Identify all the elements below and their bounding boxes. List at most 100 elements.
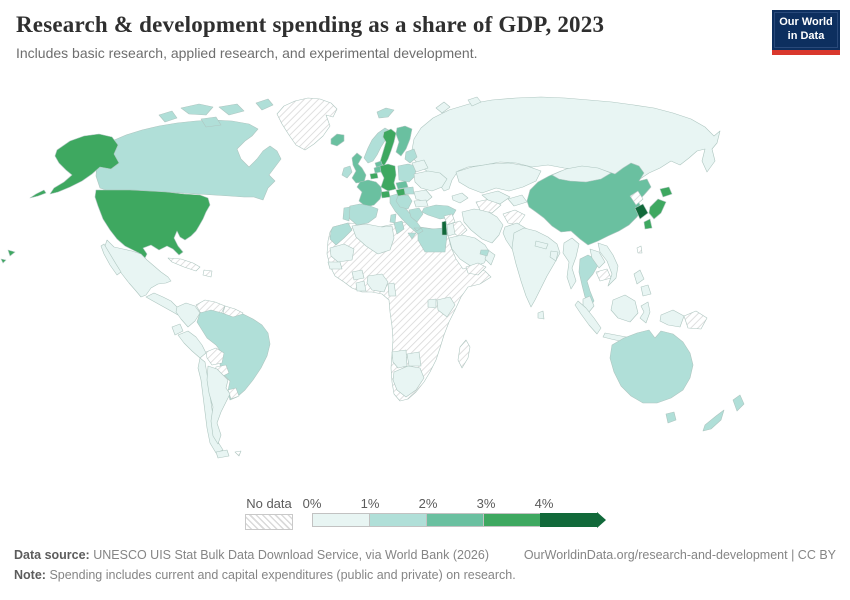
country-indonesia-borneo[interactable] (610, 294, 639, 323)
country-indonesia-sumatra[interactable] (574, 300, 602, 335)
country-usa-mainland[interactable] (94, 189, 211, 261)
country-afghanistan[interactable] (502, 209, 526, 226)
country-cameroon[interactable] (387, 282, 397, 297)
country-france[interactable] (356, 179, 383, 208)
country-italy-sardinia[interactable] (389, 213, 397, 224)
country-philippines[interactable] (633, 269, 645, 285)
country-kenya[interactable] (436, 296, 456, 318)
owid-logo[interactable]: Our World in Data (772, 10, 840, 55)
country-belarus[interactable] (411, 159, 429, 173)
islands-falkland[interactable] (234, 450, 242, 457)
country-philippines[interactable] (640, 284, 652, 297)
island-hispaniola[interactable] (202, 269, 213, 278)
country-uae[interactable] (479, 249, 490, 257)
country-indonesia-sulawesi[interactable] (639, 301, 651, 324)
country-finland[interactable] (395, 125, 413, 157)
country-nigeria[interactable] (366, 273, 389, 293)
country-south-africa[interactable] (392, 365, 425, 398)
country-italy-sicily[interactable] (407, 232, 417, 240)
country-usa-hawaii[interactable] (7, 249, 16, 257)
country-australia[interactable] (609, 329, 694, 404)
region-baltic-states[interactable] (404, 148, 418, 164)
country-new-zealand-south[interactable] (702, 409, 725, 432)
country-yemen[interactable] (465, 262, 487, 276)
country-peru[interactable] (177, 330, 207, 359)
country-nepal[interactable] (534, 240, 549, 250)
country-mexico-baja[interactable] (100, 243, 122, 276)
legend-bin-2-3[interactable] (426, 513, 484, 527)
legend-bin-4-plus[interactable] (540, 512, 606, 528)
country-australia-tasmania[interactable] (665, 411, 677, 424)
country-japan-hokkaido[interactable] (659, 186, 673, 198)
country-russia-island[interactable] (435, 101, 451, 114)
country-bulgaria[interactable] (413, 199, 429, 208)
country-cuba[interactable] (167, 257, 201, 272)
country-greenland[interactable] (276, 97, 338, 151)
country-south-korea[interactable] (634, 203, 649, 220)
country-ecuador[interactable] (171, 323, 184, 336)
country-uganda[interactable] (427, 298, 437, 309)
country-burkina-faso[interactable] (351, 269, 365, 281)
legend-no-data[interactable]: No data (245, 496, 293, 530)
country-argentina-tdf[interactable] (215, 449, 230, 459)
owid-link[interactable]: OurWorldinData.org/research-and-developm… (523, 548, 836, 562)
country-greece[interactable] (408, 207, 424, 223)
country-switzerland[interactable] (380, 190, 391, 199)
country-canada-island[interactable] (218, 103, 245, 116)
country-usa-hawaii[interactable] (0, 258, 7, 264)
country-uzbekistan[interactable] (481, 190, 511, 205)
country-morocco[interactable] (329, 222, 353, 246)
country-japan-honshu[interactable] (648, 198, 667, 220)
country-canada[interactable] (95, 119, 282, 201)
islands-svalbard[interactable] (376, 107, 395, 119)
country-tunisia[interactable] (393, 220, 405, 235)
country-vietnam[interactable] (597, 242, 619, 287)
country-hungary[interactable] (403, 186, 415, 195)
region-balkans[interactable] (395, 194, 413, 210)
country-mongolia[interactable] (551, 165, 612, 183)
country-new-zealand-north[interactable] (732, 394, 745, 412)
country-argentina[interactable] (206, 365, 231, 445)
legend-no-data-swatch[interactable] (245, 514, 293, 530)
country-belgium[interactable] (369, 172, 379, 180)
legend-bin-3-4[interactable] (483, 513, 541, 527)
country-north-korea[interactable] (629, 190, 644, 206)
country-israel[interactable] (441, 220, 448, 236)
country-canada-island[interactable] (158, 110, 178, 123)
country-ghana[interactable] (355, 280, 367, 292)
country-madagascar[interactable] (457, 339, 471, 369)
country-myanmar[interactable] (562, 237, 580, 290)
country-colombia[interactable] (175, 302, 201, 328)
country-taiwan[interactable] (636, 245, 643, 254)
region-caucasus[interactable] (451, 192, 469, 204)
country-bolivia[interactable] (205, 347, 225, 366)
country-united-kingdom[interactable] (351, 152, 367, 184)
country-poland[interactable] (397, 163, 417, 183)
country-iceland[interactable] (330, 133, 345, 147)
country-indonesia-papua[interactable] (659, 309, 685, 328)
country-canada-island[interactable] (180, 103, 214, 116)
region-kyrgyzstan-tajikistan[interactable] (507, 194, 528, 207)
country-algeria[interactable] (351, 223, 395, 255)
country-germany[interactable] (379, 163, 397, 192)
country-usa-alaska[interactable] (49, 133, 120, 195)
country-bangladesh[interactable] (549, 250, 559, 262)
country-sweden[interactable] (379, 128, 397, 167)
country-sri-lanka[interactable] (537, 310, 545, 320)
country-papua-new-guinea[interactable] (683, 310, 708, 330)
country-brazil[interactable] (196, 309, 271, 401)
country-mauritania[interactable] (329, 243, 355, 263)
country-canada-island[interactable] (255, 98, 274, 111)
legend-bin-0-1[interactable] (312, 513, 370, 527)
country-namibia[interactable] (391, 349, 408, 369)
country-egypt[interactable] (417, 226, 448, 253)
country-ukraine[interactable] (413, 170, 448, 192)
country-jordan[interactable] (446, 222, 456, 237)
country-ireland[interactable] (341, 165, 353, 179)
country-botswana[interactable] (406, 351, 422, 367)
country-cambodia[interactable] (595, 268, 612, 282)
country-russia[interactable] (411, 96, 721, 192)
country-portugal[interactable] (342, 206, 351, 222)
country-spain[interactable] (346, 203, 379, 226)
